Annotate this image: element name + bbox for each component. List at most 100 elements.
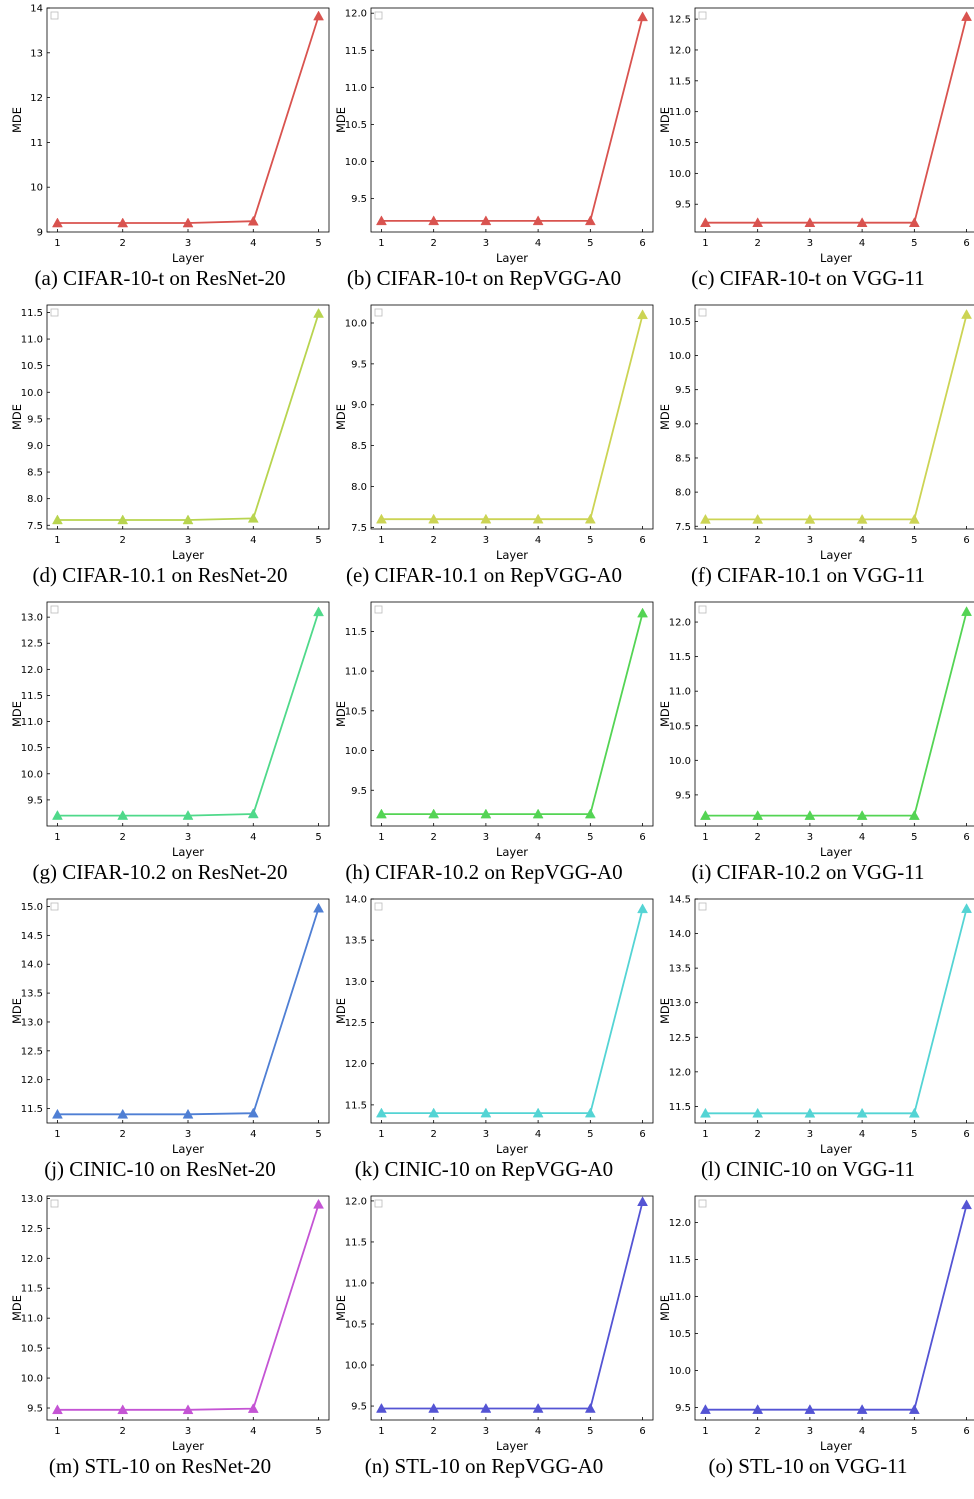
data-point: [52, 1404, 63, 1415]
x-tick-label: 2: [754, 1426, 760, 1437]
y-tick-label: 12.0: [345, 1059, 367, 1070]
x-tick-label: 4: [859, 1129, 865, 1140]
x-tick-label: 1: [378, 535, 384, 546]
plot-frame: [370, 898, 654, 1124]
x-axis-label: Layer: [172, 845, 204, 859]
y-tick-label: 9.5: [351, 194, 367, 205]
y-axis-label: MDE: [10, 998, 24, 1024]
x-tick-label: 3: [807, 1129, 813, 1140]
chart-caption: (c) CIFAR-10-t on VGG-11: [691, 266, 925, 290]
y-tick-label: 9: [37, 228, 43, 239]
data-point: [961, 903, 972, 913]
x-tick-label: 3: [483, 1426, 489, 1437]
x-tick-label: 2: [754, 238, 760, 249]
y-tick-label: 12.0: [669, 1067, 691, 1078]
data-point: [480, 1107, 492, 1118]
data-point: [247, 1403, 259, 1413]
data-point: [804, 217, 816, 227]
plot-frame: [46, 1195, 330, 1421]
chart-caption: (g) CIFAR-10.2 on ResNet-20: [32, 860, 288, 884]
x-tick-label: 5: [315, 832, 321, 843]
x-tick-label: 6: [963, 832, 969, 843]
chart-svg: 9.5 10.0 10.5 11.0 11.5 12.0 12.5 13.0 1 2 3 4 5 Laye…: [10, 1194, 330, 1453]
chart-panel: 9.5 10.0 10.5 11.0 11.5 12.0 12.5 13.0 1 2 3 4 5 Laye…: [0, 594, 330, 890]
data-point: [313, 1198, 324, 1209]
data-point: [908, 810, 920, 820]
data-point: [247, 512, 259, 523]
data-point: [752, 1107, 764, 1118]
data-point: [961, 606, 972, 616]
series-line: [381, 314, 644, 521]
x-tick-label: 2: [120, 1129, 126, 1140]
y-tick-label: 13.0: [21, 613, 43, 624]
legend-box: [374, 902, 383, 911]
data-point: [247, 1107, 259, 1118]
legend-box: [50, 605, 59, 614]
x-tick-label: 1: [378, 1426, 384, 1437]
y-tick-label: 8.0: [27, 494, 43, 505]
data-point: [637, 11, 648, 22]
data-point: [752, 1404, 764, 1414]
series-line: [705, 314, 968, 521]
data-point: [428, 215, 440, 226]
x-axis-label: Layer: [820, 845, 852, 859]
y-tick-label: 12.5: [21, 1224, 43, 1235]
chart-panel: 11.5 12.0 12.5 13.0 13.5 14.0 1 2 3 4 5 6 Layer MDE (k…: [324, 891, 654, 1187]
chart-panel: 9.5 10.0 10.5 11.0 11.5 12.0 1 2 3 4 5 6 Layer MDE (o)…: [648, 1188, 974, 1484]
y-axis-label: MDE: [334, 107, 348, 133]
y-tick-label: 9.5: [675, 790, 691, 801]
chart-caption: (a) CIFAR-10-t on ResNet-20: [34, 266, 286, 290]
y-tick-label: 12.5: [669, 1033, 691, 1044]
plot-frame: [694, 304, 974, 530]
y-tick-label: 9.5: [675, 1403, 691, 1414]
y-tick-label: 12.5: [345, 1018, 367, 1029]
chart-caption: (k) CINIC-10 on RepVGG-A0: [354, 1157, 614, 1181]
y-tick-label: 10.0: [345, 318, 367, 329]
x-tick-label: 5: [587, 1426, 593, 1437]
data-point: [908, 1107, 920, 1118]
x-tick-label: 3: [483, 238, 489, 249]
data-point: [700, 1404, 711, 1414]
x-axis-label: Layer: [172, 548, 204, 562]
chart-caption: (i) CIFAR-10.2 on VGG-11: [691, 860, 925, 884]
legend-box: [698, 11, 707, 20]
y-tick-label: 11.5: [669, 76, 691, 87]
x-tick-label: 4: [535, 832, 541, 843]
data-point: [117, 1108, 129, 1119]
legend-box: [374, 605, 383, 614]
y-tick-label: 12.5: [21, 1046, 43, 1057]
data-point: [856, 1404, 868, 1414]
x-axis-label: Layer: [820, 1142, 852, 1156]
x-tick-label: 3: [185, 832, 191, 843]
y-tick-label: 13.5: [345, 936, 367, 947]
x-axis-label: Layer: [496, 845, 528, 859]
data-point: [313, 10, 324, 21]
data-point: [52, 810, 63, 820]
x-tick-label: 5: [315, 238, 321, 249]
x-tick-label: 5: [911, 1129, 917, 1140]
plot-frame: [46, 304, 330, 530]
data-point: [637, 309, 648, 320]
y-tick-label: 13.0: [21, 1017, 43, 1028]
x-tick-label: 1: [378, 832, 384, 843]
x-tick-label: 6: [639, 832, 645, 843]
data-point: [376, 215, 387, 226]
data-point: [428, 1107, 440, 1118]
y-tick-label: 10.0: [669, 756, 691, 767]
chart-svg: 11.5 12.0 12.5 13.0 13.5 14.0 14.5 15.0 1 2 3 4 5 Lay…: [10, 898, 330, 1156]
y-axis-label: MDE: [334, 998, 348, 1024]
x-tick-label: 3: [185, 1129, 191, 1140]
y-tick-label: 11.0: [21, 335, 43, 346]
plot-frame: [694, 898, 974, 1124]
x-tick-label: 5: [587, 1129, 593, 1140]
plot-frame: [370, 601, 654, 827]
y-tick-label: 11.5: [21, 308, 43, 319]
data-point: [908, 217, 920, 227]
y-tick-label: 9.5: [27, 414, 43, 425]
x-tick-label: 5: [587, 535, 593, 546]
y-tick-label: 9.0: [351, 400, 367, 411]
data-point: [532, 808, 544, 819]
chart-svg: 9.5 10.0 10.5 11.0 11.5 12.0 1 2 3 4 5 6 Layer MDE: [658, 1195, 974, 1453]
y-tick-label: 12.5: [669, 15, 691, 26]
